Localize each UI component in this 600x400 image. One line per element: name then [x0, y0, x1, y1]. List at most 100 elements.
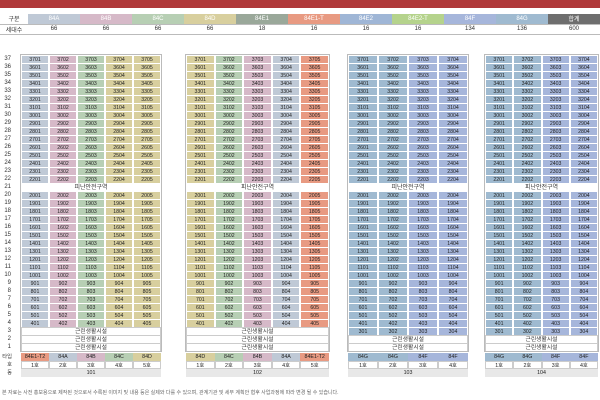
count-cell: 66	[80, 24, 132, 35]
unit-type-summary-table: 구분 84A 84B 84C 84D 84E1 84E1-T 84E2 84E2…	[0, 14, 600, 35]
floor-label: 30	[4, 112, 11, 118]
legend-ho-cell: 1호	[21, 361, 49, 369]
legend-type-cell: 84D	[133, 353, 161, 361]
legend-type-cell: 84F	[569, 353, 598, 361]
floor-label: 31	[4, 104, 11, 110]
legend-row-label: 타입	[2, 354, 12, 360]
floor-label: 6	[7, 304, 11, 310]
legend-type-cell: 84F	[408, 353, 438, 361]
legend-ho-cell: 2호	[214, 361, 244, 369]
floor-label: 14	[4, 240, 11, 246]
count-header-label: 세대수	[0, 24, 28, 35]
floor-label: 28	[4, 128, 11, 134]
floor-label: 9	[7, 280, 11, 286]
floor-label: 15	[4, 232, 11, 238]
floor-label: 10	[4, 272, 11, 278]
building-outline	[185, 54, 330, 352]
legend-type-cell: 84E1-T2	[21, 353, 49, 361]
floor-label: 32	[4, 96, 11, 102]
refuge-zone-label: 피난안전구역	[348, 183, 468, 193]
building-102: 3701 3702 3703 3704 3705 3601 3602 3603 3604 3605…	[185, 54, 330, 352]
count-cell: 66	[28, 24, 80, 35]
legend-ho-cell: 2호	[378, 361, 408, 369]
floor-label: 20	[4, 192, 11, 198]
count-cell: 16	[340, 24, 392, 35]
floor-label: 2	[7, 336, 11, 342]
legend-type-cell: 84G	[485, 353, 514, 361]
count-cell: 16	[288, 24, 340, 35]
legend-type-cell: 84C	[105, 353, 133, 361]
type-cell: 84F	[444, 14, 496, 25]
legend-ho-cell: 3호	[243, 361, 272, 369]
count-cell: 18	[236, 24, 288, 35]
legend-ho-cell: 2호	[49, 361, 77, 369]
legend-type-cell: 84F	[541, 353, 570, 361]
building-outline	[484, 54, 599, 352]
legend-type-cell: 84E1-T2	[300, 353, 329, 361]
floor-label: 36	[4, 64, 11, 70]
floor-label: 25	[4, 152, 11, 158]
legend-row-label: 동	[7, 370, 12, 376]
legend-type-cell: 84A	[49, 353, 77, 361]
type-header-row: 구분 84A 84B 84C 84D 84E1 84E1-T 84E2 84E2…	[0, 14, 600, 25]
legend-ho-cell: 5호	[300, 361, 329, 369]
type-cell: 84E1	[236, 14, 288, 25]
legend-ho-cell: 3호	[408, 361, 438, 369]
building-104: 3701 3702 3703 3704 3601 3602 3603 3604 3501 3502…	[484, 54, 599, 352]
legend-dong-cell: 102	[186, 369, 329, 377]
legend-type-cell: 84A	[271, 353, 301, 361]
type-cell: 84B	[80, 14, 132, 25]
legend-type-cell: 84G	[378, 353, 408, 361]
count-cell: 16	[392, 24, 444, 35]
floor-label: 5	[7, 312, 11, 318]
legend-ho-cell: 3호	[541, 361, 570, 369]
legend-ho-cell: 2호	[513, 361, 542, 369]
building-101: 3701 3702 3703 3704 3705 3601 3602 3603 3604 3605…	[20, 54, 162, 352]
count-cell: 136	[496, 24, 548, 35]
legend-ho-cell: 1호	[186, 361, 215, 369]
floor-label: 29	[4, 120, 11, 126]
legend-type-cell: 84B	[77, 353, 105, 361]
disclaimer-note: 본 자료는 사전 홍보용으로 제작된 것으로서 수록된 이미지 및 내용 등은 …	[2, 390, 339, 396]
top-accent-bar	[0, 0, 600, 8]
legend-dong-cell: 101	[21, 369, 161, 377]
legend-type-cell: 84G	[348, 353, 378, 361]
floor-label: 3	[7, 328, 11, 334]
count-cell-total: 600	[548, 24, 600, 35]
floor-label: 21	[4, 184, 11, 190]
legend-ho-cell: 5호	[133, 361, 161, 369]
type-cell: 84A	[28, 14, 80, 25]
type-cell: 84C	[132, 14, 184, 25]
floor-label: 11	[4, 264, 11, 270]
floor-label: 12	[4, 256, 11, 262]
count-cell: 66	[184, 24, 236, 35]
legend-ho-cell: 4호	[271, 361, 301, 369]
count-cell: 66	[132, 24, 184, 35]
floor-label: 13	[4, 248, 11, 254]
legend-type-cell: 84C	[214, 353, 244, 361]
floor-label: 23	[4, 168, 11, 174]
legend-ho-cell: 4호	[569, 361, 598, 369]
floor-label: 22	[4, 176, 11, 182]
type-header-label: 구분	[0, 14, 28, 25]
unit-legend: 타입 호 동 84E1-T2 1호 84A 2호 84B 3호 84C 4호 84D 5호 101 84D 1…	[0, 353, 600, 379]
floor-label: 1	[7, 344, 11, 350]
floor-label: 37	[4, 56, 11, 62]
type-cell: 84E2-T	[392, 14, 444, 25]
floor-label: 26	[4, 144, 11, 150]
legend-row-label: 호	[7, 362, 12, 368]
floor-label: 18	[4, 208, 11, 214]
count-cell: 134	[444, 24, 496, 35]
floor-label: 8	[7, 288, 11, 294]
type-cell-total: 합계	[548, 14, 600, 25]
floor-label: 16	[4, 224, 11, 230]
type-cell: 84E2	[340, 14, 392, 25]
refuge-zone-label: 피난안전구역	[21, 183, 161, 193]
legend-ho-cell: 1호	[348, 361, 378, 369]
floor-label: 35	[4, 72, 11, 78]
building-outline	[20, 54, 162, 352]
legend-ho-cell: 4호	[105, 361, 133, 369]
refuge-zone-label: 피난안전구역	[186, 183, 329, 193]
floor-label: 17	[4, 216, 11, 222]
legend-ho-cell: 4호	[438, 361, 468, 369]
